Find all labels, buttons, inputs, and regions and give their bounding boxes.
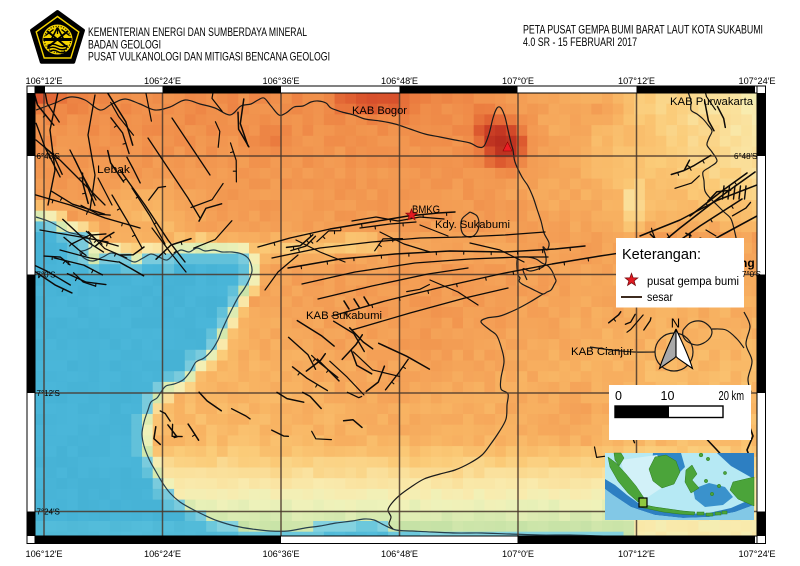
svg-text:106°24′E: 106°24′E [144, 549, 181, 559]
svg-text:N: N [671, 316, 680, 331]
svg-text:107°24′E: 107°24′E [738, 549, 775, 559]
svg-text:106°48′E: 106°48′E [381, 76, 418, 86]
svg-text:BADAN GEOLOGI: BADAN GEOLOGI [88, 38, 161, 52]
svg-text:Keterangan:: Keterangan: [622, 247, 701, 263]
svg-text:PUSAT VULKANOLOGI DAN MITIGASI: PUSAT VULKANOLOGI DAN MITIGASI BENCANA G… [88, 50, 330, 64]
svg-text:107°24′E: 107°24′E [738, 76, 775, 86]
svg-text:KAB Bogor: KAB Bogor [352, 105, 407, 117]
svg-text:106°36′E: 106°36′E [262, 76, 299, 86]
svg-text:7°0′S: 7°0′S [37, 271, 56, 280]
svg-text:6°48′S: 6°48′S [734, 152, 757, 161]
svg-text:106°12′E: 106°12′E [25, 549, 62, 559]
svg-text:BMKG: BMKG [412, 204, 440, 216]
svg-text:7°0′S: 7°0′S [742, 270, 761, 279]
svg-text:107°0′E: 107°0′E [502, 76, 534, 86]
svg-text:7°12′S: 7°12′S [37, 389, 60, 398]
svg-text:4.0 SR - 15 FEBRUARI 2017: 4.0 SR - 15 FEBRUARI 2017 [523, 35, 637, 49]
svg-text:Kdy. Sukabumi: Kdy. Sukabumi [435, 219, 510, 231]
svg-text:7°24′S: 7°24′S [37, 508, 60, 517]
svg-text:sesar: sesar [647, 292, 673, 304]
svg-text:107°12′E: 107°12′E [618, 76, 655, 86]
svg-text:10: 10 [661, 389, 675, 403]
svg-text:106°36′E: 106°36′E [262, 549, 299, 559]
svg-text:106°24′E: 106°24′E [144, 76, 181, 86]
svg-text:0: 0 [615, 389, 622, 403]
svg-text:107°12′E: 107°12′E [618, 549, 655, 559]
svg-text:Lebak: Lebak [97, 164, 131, 176]
svg-text:pusat gempa bumi: pusat gempa bumi [647, 276, 739, 288]
svg-text:106°12′E: 106°12′E [25, 76, 62, 86]
svg-text:6°48′S: 6°48′S [37, 152, 60, 161]
svg-text:KAB Sukabumi: KAB Sukabumi [306, 310, 382, 322]
svg-text:KAB Cianjur: KAB Cianjur [571, 346, 633, 358]
svg-text:PETA PUSAT GEMPA BUMI BARAT LA: PETA PUSAT GEMPA BUMI BARAT LAUT KOTA SU… [523, 23, 763, 37]
svg-text:106°48′E: 106°48′E [381, 549, 418, 559]
svg-text:KAB Purwakarta: KAB Purwakarta [670, 96, 754, 108]
svg-text:20 km: 20 km [719, 389, 745, 403]
svg-text:107°0′E: 107°0′E [502, 549, 534, 559]
svg-text:KEMENTERIAN ENERGI DAN SUMBERD: KEMENTERIAN ENERGI DAN SUMBERDAYA MINERA… [88, 25, 307, 39]
